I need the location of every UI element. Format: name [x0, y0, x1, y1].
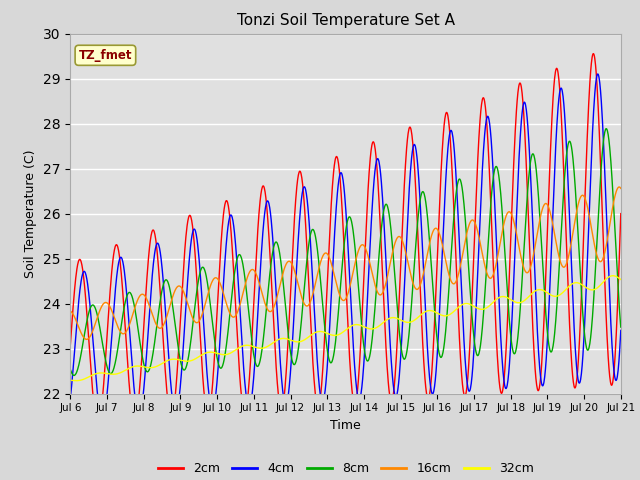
Legend: 2cm, 4cm, 8cm, 16cm, 32cm: 2cm, 4cm, 8cm, 16cm, 32cm — [153, 457, 538, 480]
Line: 2cm: 2cm — [70, 54, 621, 423]
2cm — [251, 281, 259, 287]
16cm — [431, 226, 439, 231]
4cm — [617, 327, 625, 333]
8cm — [67, 367, 74, 372]
32cm — [609, 273, 616, 278]
8cm — [617, 324, 625, 330]
Line: 16cm: 16cm — [70, 187, 621, 339]
16cm — [189, 316, 197, 322]
16cm — [251, 268, 259, 274]
2cm — [504, 324, 511, 330]
16cm — [67, 308, 74, 314]
4cm — [99, 415, 106, 421]
2cm — [431, 303, 439, 309]
16cm — [176, 283, 184, 289]
32cm — [73, 378, 81, 384]
8cm — [504, 288, 511, 293]
32cm — [617, 276, 625, 282]
32cm — [504, 295, 511, 300]
Line: 32cm: 32cm — [70, 276, 621, 381]
8cm — [70, 372, 77, 378]
8cm — [176, 355, 184, 360]
8cm — [552, 317, 559, 323]
16cm — [616, 184, 623, 190]
2cm — [552, 67, 559, 73]
X-axis label: Time: Time — [330, 419, 361, 432]
8cm — [602, 126, 610, 132]
16cm — [552, 238, 559, 243]
32cm — [67, 377, 74, 383]
2cm — [67, 341, 74, 347]
Text: TZ_fmet: TZ_fmet — [79, 49, 132, 62]
16cm — [617, 185, 625, 191]
4cm — [176, 389, 184, 395]
4cm — [504, 383, 511, 388]
4cm — [594, 71, 602, 77]
Line: 8cm: 8cm — [70, 129, 621, 375]
32cm — [431, 309, 439, 315]
4cm — [251, 360, 259, 366]
16cm — [504, 211, 511, 216]
32cm — [251, 344, 259, 350]
4cm — [67, 395, 74, 401]
32cm — [552, 293, 559, 299]
4cm — [552, 142, 559, 148]
2cm — [617, 211, 625, 216]
2cm — [176, 327, 184, 333]
8cm — [251, 357, 259, 363]
Title: Tonzi Soil Temperature Set A: Tonzi Soil Temperature Set A — [237, 13, 454, 28]
8cm — [431, 317, 439, 323]
32cm — [189, 357, 197, 363]
4cm — [189, 228, 197, 233]
2cm — [589, 51, 597, 57]
Line: 4cm: 4cm — [70, 74, 621, 418]
8cm — [189, 318, 197, 324]
Y-axis label: Soil Temperature (C): Soil Temperature (C) — [24, 149, 38, 278]
2cm — [94, 420, 102, 426]
16cm — [83, 336, 90, 342]
4cm — [431, 377, 439, 383]
2cm — [189, 229, 197, 235]
32cm — [176, 357, 184, 363]
